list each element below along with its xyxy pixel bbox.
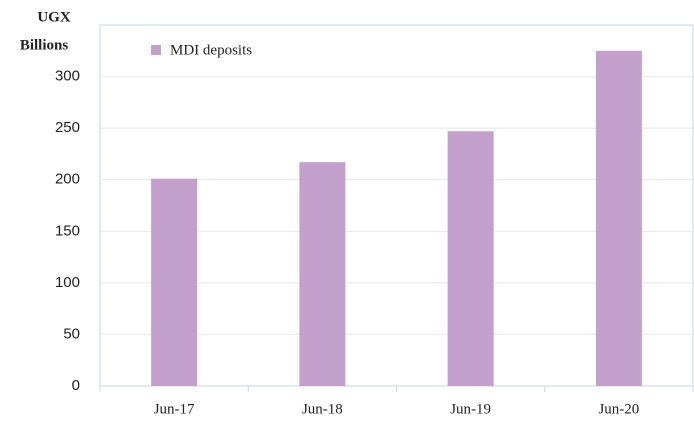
x-tick-label: Jun-20: [598, 401, 639, 417]
legend-swatch: [151, 45, 161, 55]
bar: [447, 131, 494, 386]
x-tick-label: Jun-19: [450, 401, 491, 417]
bar: [299, 162, 346, 386]
y-tick-label: 100: [55, 274, 80, 291]
y-tick-label: 250: [55, 119, 80, 136]
y-axis-label: Billions: [20, 37, 69, 53]
y-tick-label: 200: [55, 171, 80, 188]
y-tick-label: 150: [55, 222, 80, 239]
x-tick-label: Jun-18: [302, 401, 343, 417]
y-axis-label: UGX: [37, 9, 71, 25]
y-tick-label: 50: [63, 325, 80, 342]
y-tick-label: 300: [55, 68, 80, 85]
bar: [151, 178, 198, 386]
x-tick-label: Jun-17: [154, 401, 195, 417]
y-tick-label: 0: [72, 377, 80, 394]
bar: [595, 50, 642, 387]
legend-label: MDI deposits: [170, 42, 252, 58]
